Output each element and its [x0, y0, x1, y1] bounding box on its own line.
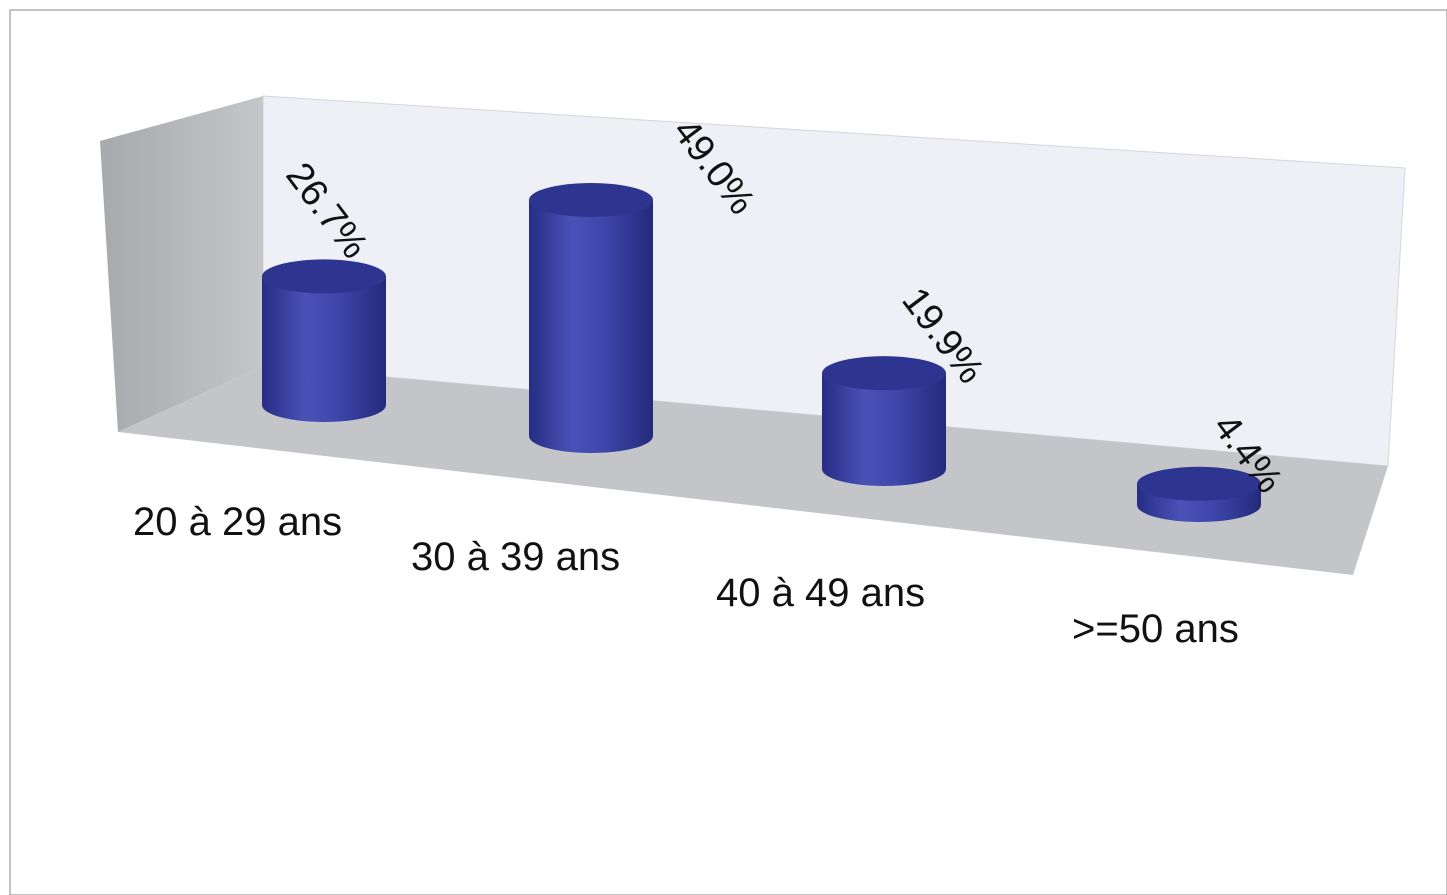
- category-label-4: >=50 ans: [1072, 607, 1239, 651]
- bar-body: [822, 373, 946, 486]
- frame-border: [9, 9, 1447, 895]
- bars-group: [262, 183, 1261, 522]
- category-label-2: 30 à 39 ans: [411, 535, 620, 579]
- bar-body: [262, 276, 386, 422]
- bar-top: [262, 259, 386, 294]
- bar-top: [529, 183, 653, 217]
- bar-1: [262, 259, 386, 422]
- category-label-1: 20 à 29 ans: [133, 500, 342, 544]
- category-labels-group: 20 à 29 ans 30 à 39 ans 40 à 49 ans >=50 an…: [133, 500, 1239, 651]
- side-wall: [100, 96, 263, 432]
- category-label-3: 40 à 49 ans: [716, 571, 925, 615]
- bar-body: [529, 200, 653, 453]
- bar-top: [1137, 466, 1261, 501]
- bar-3: [822, 356, 946, 486]
- floor: [118, 366, 1388, 575]
- bar-top: [822, 356, 946, 391]
- bar-4: [1137, 466, 1261, 522]
- bar-2: [529, 183, 653, 453]
